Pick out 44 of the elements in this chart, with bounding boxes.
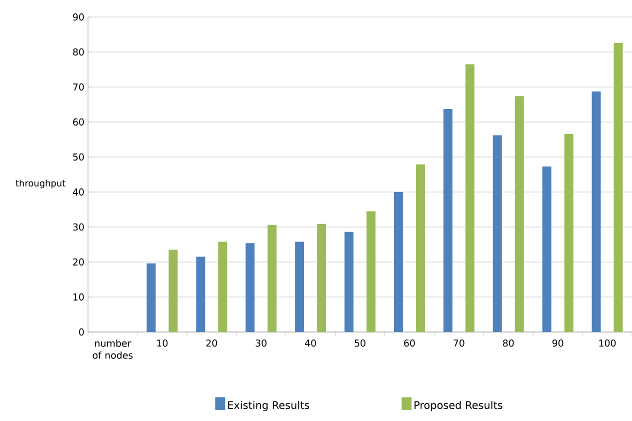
y-tick-label: 20 [73, 258, 84, 266]
bar [592, 92, 601, 332]
bar [564, 134, 574, 332]
y-tick-label: 60 [73, 118, 84, 126]
y-tick-label: 40 [72, 188, 84, 196]
bar [492, 135, 502, 332]
x-tick-label: 80 [502, 340, 514, 347]
bar [542, 166, 552, 332]
x-tick-label: 90 [552, 340, 564, 347]
y-tick-label: 10 [73, 293, 84, 301]
bar [268, 224, 277, 332]
x-tick-label: 30 [256, 340, 266, 347]
bar [344, 232, 354, 332]
bar [317, 224, 326, 332]
bar [146, 263, 156, 332]
legend-label: Existing Results [228, 400, 310, 412]
bar [614, 42, 623, 332]
x-tick-label: 40 [304, 340, 316, 347]
bar [416, 164, 425, 332]
legend-label: Proposed Results [414, 400, 502, 412]
x-tick-label: 50 [354, 340, 366, 347]
x-tick-label: 10 [157, 340, 168, 347]
bar [465, 64, 474, 332]
bar [246, 243, 255, 332]
bar [443, 109, 452, 332]
x-tick-label: 70 [454, 340, 464, 347]
y-tick-label: 90 [73, 13, 84, 21]
y-tick-label: 70 [73, 83, 84, 91]
x-tick-label: 100 [599, 340, 616, 347]
bar [168, 250, 178, 332]
y-tick-label: 50 [73, 153, 84, 161]
bar [514, 96, 524, 332]
bar [366, 211, 376, 332]
y-tick-label: 30 [73, 223, 84, 231]
x-tick-label: number of nodes [92, 340, 133, 359]
bar [394, 192, 403, 332]
bar [295, 242, 304, 332]
bar [196, 256, 206, 332]
y-axis-title: throughput [16, 180, 66, 188]
y-tick-label: 0 [79, 328, 84, 336]
bar [218, 242, 228, 332]
x-tick-label: 60 [404, 340, 415, 347]
y-tick-label: 80 [73, 48, 84, 56]
x-tick-label: 20 [206, 340, 218, 347]
